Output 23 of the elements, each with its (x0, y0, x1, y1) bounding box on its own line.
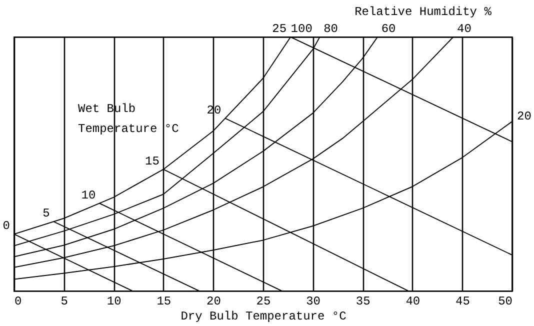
series-label: 0 (2, 219, 10, 234)
x-tick-label: 50 (498, 294, 512, 308)
series-label: 20 (517, 110, 532, 124)
x-tick-label: 5 (60, 294, 68, 308)
x-tick-label: 25 (256, 294, 271, 308)
series-label: 25 (272, 22, 287, 36)
x-tick-label: 0 (14, 294, 22, 308)
x-tick-label: 10 (106, 294, 122, 308)
x-tick-label: 15 (156, 294, 172, 308)
x-tick-label: 40 (406, 294, 420, 308)
series-label: 80 (324, 22, 338, 36)
x-axis-title: Dry Bulb Temperature °C (180, 310, 346, 324)
x-tick-label: 30 (306, 294, 321, 308)
chart-title: Relative Humidity % (354, 5, 492, 19)
series-label: 15 (144, 154, 160, 168)
series-label: 5 (42, 206, 50, 221)
x-tick-label: 35 (356, 294, 370, 308)
series-label: 40 (457, 22, 472, 36)
series-label: 10 (81, 188, 96, 202)
x-tick-label: 45 (455, 294, 470, 308)
x-tick-label: 20 (206, 294, 221, 308)
series-label: 60 (381, 22, 396, 36)
series-label: 100 (290, 22, 312, 36)
